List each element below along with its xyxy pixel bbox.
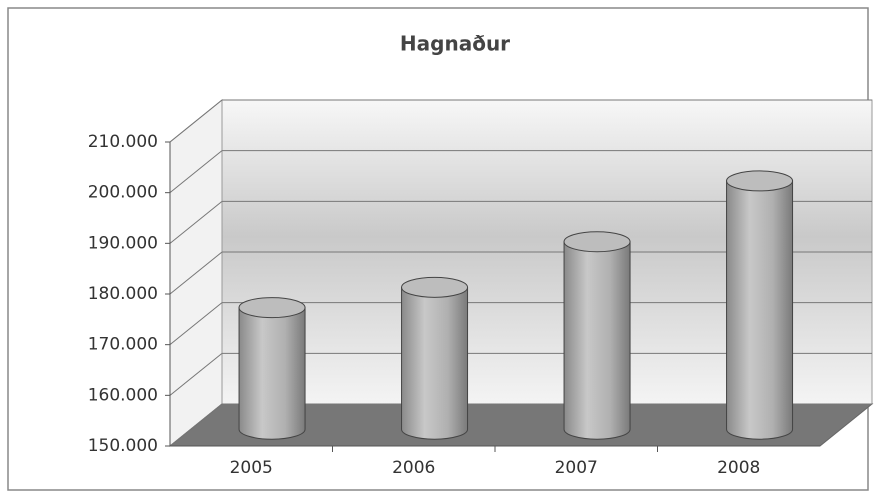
bar	[401, 276, 469, 440]
grid-line	[169, 251, 223, 295]
chart-title: Hagnaður	[400, 32, 510, 56]
bar-part	[563, 231, 631, 253]
grid-line	[169, 403, 223, 447]
bar	[726, 170, 794, 440]
y-tick-label: 170.000	[88, 335, 158, 355]
bar-part	[563, 241, 631, 440]
y-tick-label: 160.000	[88, 385, 158, 405]
bar-part	[401, 286, 469, 440]
grid-line	[169, 99, 223, 143]
x-tick-label: 2005	[230, 458, 273, 478]
y-tick-label: 190.000	[88, 233, 158, 253]
x-tick-label: 2007	[555, 458, 598, 478]
grid-line	[169, 302, 223, 346]
bar-part	[726, 170, 794, 192]
bar-part	[238, 307, 306, 440]
bar-part	[726, 180, 794, 440]
bar	[238, 297, 306, 440]
x-tick-label: 2008	[717, 458, 760, 478]
grid-line	[169, 352, 223, 396]
bar	[563, 231, 631, 440]
y-tick-label: 180.000	[88, 284, 158, 304]
y-tick-label: 150.000	[88, 436, 158, 456]
grid-line	[169, 150, 223, 194]
bar-part	[238, 297, 306, 319]
x-tick-label: 2006	[392, 458, 435, 478]
grid-line	[169, 200, 223, 244]
bar-part	[401, 276, 469, 298]
y-tick-label: 210.000	[88, 132, 158, 152]
y-tick-label: 200.000	[88, 183, 158, 203]
